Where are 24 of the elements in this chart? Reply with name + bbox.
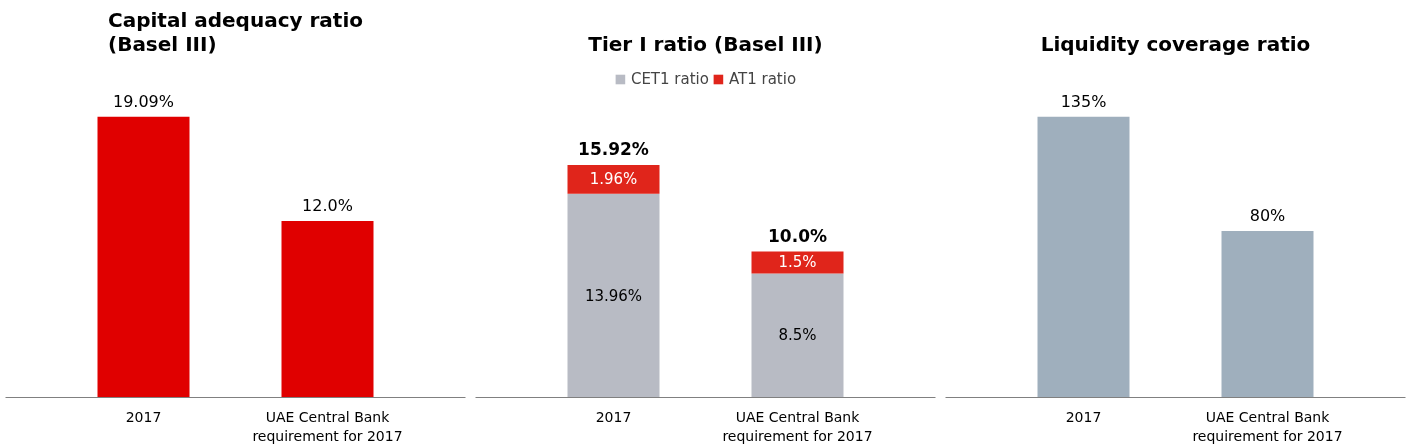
x-tick-label: 2017: [125, 408, 162, 425]
data-label: 8.5%: [778, 326, 817, 345]
x-tick-label: 2017: [1065, 408, 1102, 425]
chart-title: Tier I ratio (Basel III): [588, 31, 823, 56]
data-label: 19.09%: [113, 91, 175, 111]
legend-label: CET1 ratio: [630, 70, 709, 88]
data-label: 12.0%: [302, 195, 353, 215]
chart-title: Liquidity coverage ratio: [1040, 31, 1311, 56]
x-tick-label: 2017: [595, 408, 632, 425]
x-tick-label: UAE Central Bank requirement for 2017: [252, 408, 403, 444]
data-label: 135%: [1060, 91, 1107, 111]
data-label: 1.96%: [589, 170, 638, 189]
data-label: 13.96%: [584, 286, 643, 305]
x-tick-label: UAE Central Bank requirement for 2017: [1192, 408, 1343, 444]
chart-title: Capital adequacy ratio (Basel III): [107, 7, 364, 56]
x-tick-label: UAE Central Bank requirement for 2017: [722, 408, 873, 444]
data-label: 1.5%: [778, 253, 817, 272]
data-label: 80%: [1249, 206, 1286, 226]
bar: [567, 193, 660, 398]
bar: [751, 273, 844, 398]
total-label: 15.92%: [578, 139, 649, 160]
bar: [567, 165, 660, 194]
legend-label: AT1 ratio: [728, 70, 797, 88]
total-label: 10.0%: [768, 225, 827, 246]
